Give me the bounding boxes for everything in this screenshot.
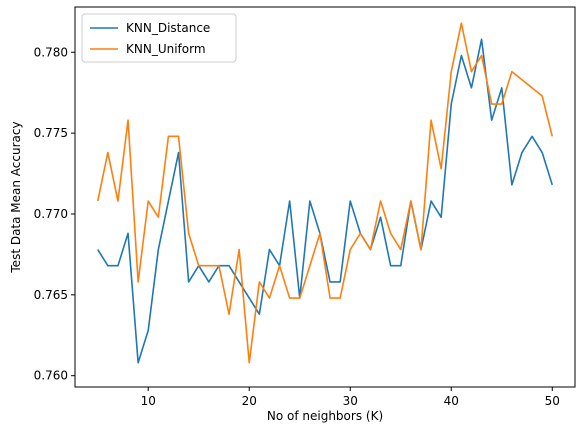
legend-box <box>81 13 237 63</box>
y-tick-label: 0.780 <box>34 45 68 59</box>
plot-frame <box>74 6 576 388</box>
x-tick-label: 10 <box>141 394 156 408</box>
legend-label-knn-uniform: KNN_Uniform <box>126 42 206 56</box>
y-tick-label: 0.775 <box>34 126 68 140</box>
x-axis-ticks: 10 20 30 40 50 <box>141 387 560 408</box>
y-tick-label: 0.765 <box>34 288 68 302</box>
y-axis-ticks: 0.760 0.765 0.770 0.775 0.780 <box>34 45 75 383</box>
y-axis-label: Test Data Mean Accuracy <box>9 121 23 273</box>
x-axis-label: No of neighbors (K) <box>267 409 383 423</box>
legend-label-knn-distance: KNN_Distance <box>126 21 210 35</box>
y-tick-label: 0.770 <box>34 207 68 221</box>
legend: KNN_Distance KNN_Uniform <box>81 13 237 63</box>
plot-lines <box>96 22 554 364</box>
x-tick-label: 50 <box>545 394 560 408</box>
x-tick-label: 30 <box>343 394 358 408</box>
y-tick-label: 0.760 <box>34 369 68 383</box>
x-tick-label: 20 <box>242 394 257 408</box>
series-line-knn-uniform <box>96 22 554 364</box>
x-tick-label: 40 <box>444 394 459 408</box>
